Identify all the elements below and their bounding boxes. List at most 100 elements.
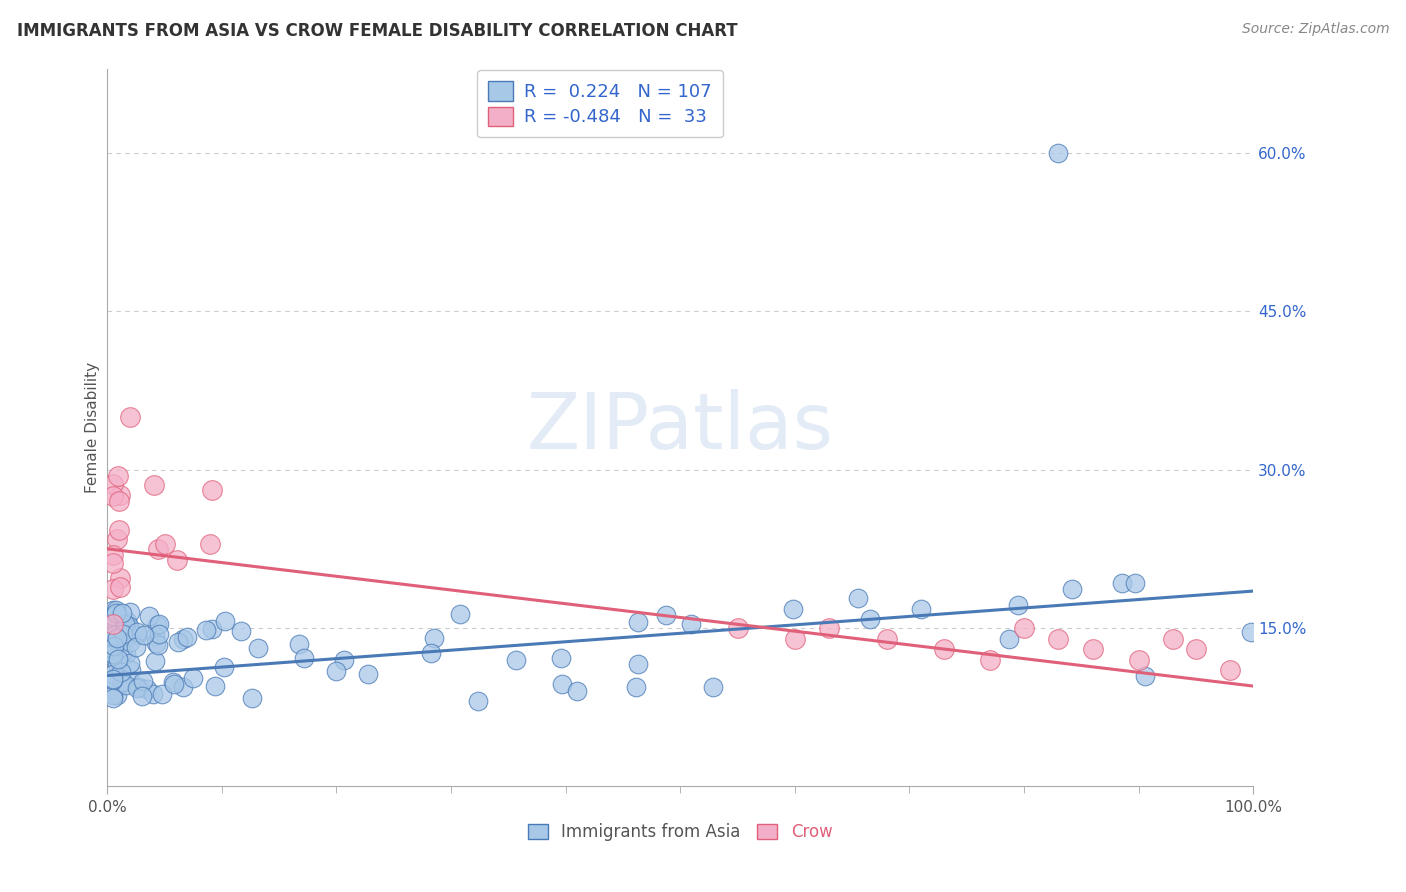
Point: [120, 605, 142, 619]
Point: [101, 691, 124, 706]
Point: [1007, 598, 1029, 612]
Point: [108, 488, 131, 502]
Point: [120, 628, 142, 642]
Point: [101, 673, 124, 687]
Point: [229, 624, 252, 638]
Point: [143, 629, 166, 643]
Point: [107, 494, 129, 508]
Point: [125, 625, 148, 640]
Point: [101, 617, 124, 632]
Point: [1047, 632, 1070, 646]
Point: [148, 617, 170, 632]
Point: [101, 672, 124, 686]
Point: [143, 654, 166, 668]
Point: [105, 631, 128, 645]
Point: [108, 580, 131, 594]
Point: [101, 548, 124, 562]
Text: ZIPatlas: ZIPatlas: [527, 390, 834, 466]
Point: [332, 653, 354, 667]
Point: [120, 409, 142, 424]
Point: [101, 649, 124, 664]
Point: [624, 681, 647, 695]
Point: [627, 615, 650, 630]
Point: [166, 552, 188, 566]
Point: [201, 483, 224, 498]
Point: [105, 657, 128, 671]
Point: [104, 615, 127, 629]
Point: [111, 606, 134, 620]
Point: [101, 476, 124, 491]
Point: [115, 615, 138, 629]
Point: [103, 628, 125, 642]
Point: [1047, 145, 1070, 160]
Point: [551, 677, 574, 691]
Point: [727, 621, 749, 635]
Point: [550, 651, 572, 665]
Point: [932, 642, 955, 657]
Point: [101, 603, 124, 617]
Point: [101, 642, 124, 657]
Point: [142, 687, 165, 701]
Point: [782, 602, 804, 616]
Point: [118, 635, 141, 649]
Point: [247, 640, 270, 655]
Point: [467, 693, 489, 707]
Point: [108, 571, 131, 585]
Point: [162, 675, 184, 690]
Point: [117, 621, 139, 635]
Point: [212, 660, 235, 674]
Point: [876, 632, 898, 646]
Point: [132, 673, 155, 688]
Point: [910, 602, 932, 616]
Point: [125, 681, 148, 696]
Point: [110, 665, 132, 679]
Point: [101, 666, 124, 681]
Point: [105, 606, 128, 620]
Point: [128, 680, 150, 694]
Point: [292, 650, 315, 665]
Point: [240, 691, 263, 706]
Point: [423, 632, 446, 646]
Point: [783, 632, 806, 646]
Text: Source: ZipAtlas.com: Source: ZipAtlas.com: [1241, 22, 1389, 37]
Point: [1240, 625, 1263, 640]
Point: [105, 688, 128, 702]
Point: [1111, 575, 1133, 590]
Point: [108, 523, 131, 537]
Point: [138, 609, 160, 624]
Point: [120, 664, 142, 678]
Point: [101, 688, 124, 702]
Point: [131, 689, 153, 703]
Point: [1133, 669, 1156, 683]
Text: IMMIGRANTS FROM ASIA VS CROW FEMALE DISABILITY CORRELATION CHART: IMMIGRANTS FROM ASIA VS CROW FEMALE DISA…: [17, 22, 738, 40]
Point: [103, 632, 125, 647]
Point: [148, 627, 170, 641]
Point: [111, 674, 134, 689]
Point: [1012, 621, 1035, 635]
Point: [112, 627, 135, 641]
Point: [449, 607, 471, 621]
Point: [101, 582, 124, 597]
Point: [679, 617, 702, 632]
Point: [172, 681, 194, 695]
Point: [114, 678, 136, 692]
Point: [420, 647, 443, 661]
Point: [103, 671, 125, 685]
Point: [1123, 576, 1146, 591]
Point: [627, 657, 650, 671]
Point: [167, 635, 190, 649]
Point: [101, 609, 124, 624]
Point: [1060, 582, 1083, 597]
Point: [103, 640, 125, 654]
Point: [505, 653, 527, 667]
Legend: R =  0.224   N = 107, R = -0.484   N =  33: R = 0.224 N = 107, R = -0.484 N = 33: [478, 70, 723, 137]
Point: [162, 677, 184, 691]
Point: [181, 671, 204, 685]
Point: [114, 617, 136, 632]
Point: [818, 621, 841, 635]
Point: [200, 536, 222, 550]
Point: [101, 630, 124, 644]
Point: [1161, 632, 1184, 646]
Point: [143, 478, 166, 492]
Point: [172, 632, 194, 646]
